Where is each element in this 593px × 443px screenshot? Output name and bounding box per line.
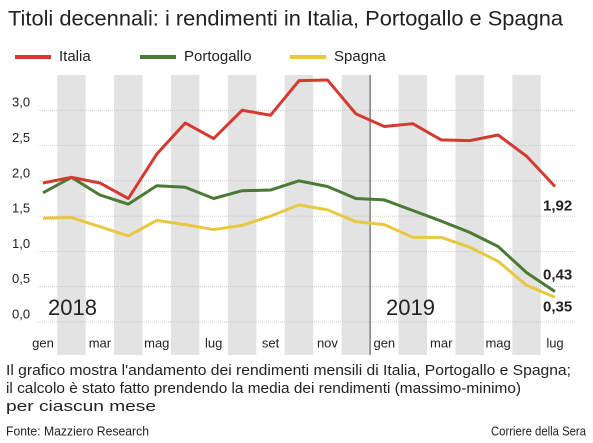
x-tick-label: nov — [317, 335, 338, 350]
band — [284, 75, 314, 355]
x-tick-label: set — [262, 335, 280, 350]
band — [455, 75, 484, 355]
value-label: 0,35 — [543, 298, 572, 315]
note-line: per ciascun mese — [6, 398, 156, 415]
x-tick-label: lug — [205, 335, 222, 350]
band — [57, 75, 86, 355]
x-tick-label: mag — [144, 335, 169, 350]
x-tick-label: lug — [546, 335, 563, 350]
band — [512, 75, 541, 355]
y-tick-label: 0,5 — [12, 271, 30, 286]
legend-label: Italia — [59, 48, 91, 65]
note-line: Il grafico mostra l'andamento dei rendim… — [6, 362, 571, 379]
year-label: 2019 — [386, 295, 435, 320]
x-tick-label: mar — [430, 335, 453, 350]
band — [114, 75, 143, 355]
series-line — [42, 78, 557, 200]
source: Fonte: Mazziero Research — [6, 423, 149, 438]
y-tick-label: 0,0 — [12, 306, 30, 321]
y-tick-label: 3,0 — [12, 95, 30, 110]
band — [171, 75, 200, 355]
year-label: 2018 — [48, 295, 97, 320]
x-tick-label: mag — [485, 335, 510, 350]
value-label: 0,43 — [543, 267, 572, 284]
series-line — [42, 203, 556, 299]
band — [227, 75, 257, 355]
legend-label: Portogallo — [184, 48, 252, 65]
y-tick-label: 2,0 — [12, 165, 30, 180]
value-label: 1,92 — [543, 197, 572, 214]
band — [341, 75, 371, 355]
y-tick-label: 1,5 — [12, 201, 30, 216]
x-tick-label: gen — [373, 335, 395, 350]
publisher: Corriere della Sera — [491, 423, 587, 438]
x-tick-label: mar — [89, 335, 112, 350]
y-tick-label: 1,0 — [12, 236, 30, 251]
x-tick-label: gen — [32, 335, 54, 350]
chart-title: Titoli decennali: i rendimenti in Italia… — [8, 8, 563, 31]
legend-label: Spagna — [334, 48, 386, 65]
note-line: il calcolo è stato fatto prendendo la me… — [6, 380, 521, 397]
y-tick-label: 2,5 — [12, 130, 30, 145]
series-line — [42, 175, 556, 293]
